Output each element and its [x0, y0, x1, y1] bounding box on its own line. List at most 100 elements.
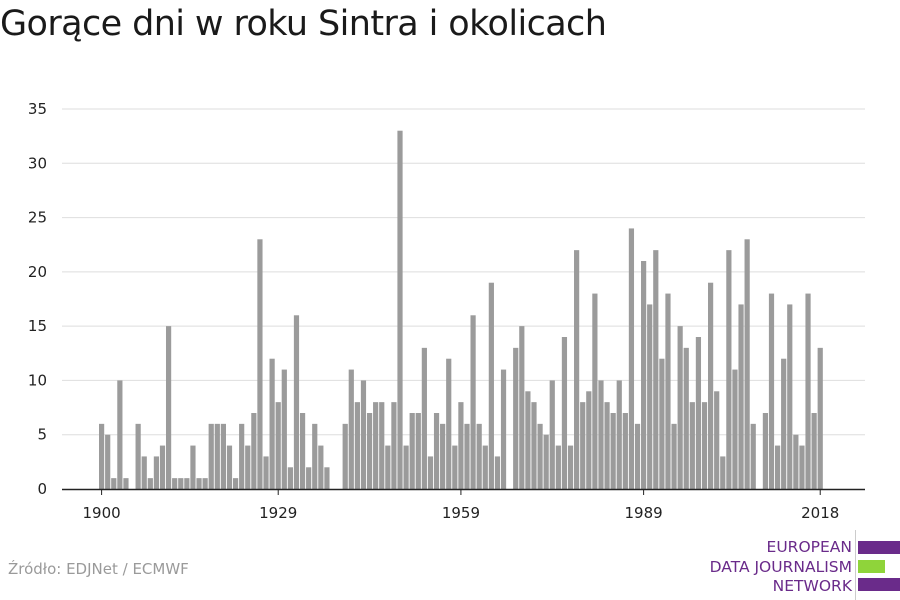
logo-divider [855, 530, 856, 600]
bar-1933 [299, 413, 306, 489]
bar-1962 [476, 423, 482, 489]
y-axis-tick-labels: 0 5 10 15 20 25 30 35 [28, 100, 47, 498]
bar-1978 [574, 250, 580, 489]
x-tick-label-1959: 1959 [442, 504, 480, 522]
chart-title: Gorące dni w roku Sintra i okolicach [0, 4, 607, 44]
bar-1984 [610, 413, 616, 489]
bar-1968 [513, 347, 519, 489]
bar-1927 [263, 456, 269, 489]
bar-1950 [403, 445, 409, 489]
bar-1902 [111, 478, 117, 489]
bar-1972 [537, 423, 543, 489]
bar-1935 [312, 423, 318, 489]
bar-1977 [567, 445, 574, 489]
bar-1996 [683, 347, 689, 489]
bar-1974 [549, 380, 555, 489]
y-tick-label-5: 5 [37, 426, 47, 444]
bar-1922 [232, 478, 239, 489]
bar-1985 [616, 380, 622, 489]
bar-2011 [774, 445, 781, 489]
bar-1946 [379, 402, 385, 489]
bar-1943 [360, 380, 367, 489]
source-note: Źródło: EDJNet / ECMWF [8, 560, 189, 578]
bar-1931 [287, 467, 293, 489]
bar-1900 [99, 423, 105, 489]
bar-2018 [817, 347, 823, 489]
bar-1929 [275, 402, 281, 489]
bar-1945 [373, 402, 379, 489]
x-tick-label-1900: 1900 [83, 504, 121, 522]
bar-2017 [811, 413, 817, 489]
bar-1926 [257, 239, 263, 489]
bar-1953 [421, 347, 427, 489]
bar-1980 [586, 391, 592, 489]
bar-1906 [135, 423, 141, 489]
bar-series [99, 130, 823, 489]
bar-2009 [762, 413, 769, 489]
bar-2004 [732, 369, 738, 489]
bar-1949 [397, 130, 403, 489]
bar-1921 [226, 445, 233, 489]
bar-1908 [147, 478, 153, 489]
bar-1958 [452, 445, 458, 489]
bar-1914 [184, 478, 190, 489]
bar-1915 [190, 445, 196, 489]
bar-1952 [415, 413, 421, 489]
bar-1907 [141, 456, 147, 489]
bar-1990 [647, 304, 653, 489]
x-tick-label-1989: 1989 [625, 504, 663, 522]
bar-1976 [561, 337, 568, 489]
bar-1956 [440, 423, 446, 489]
bar-2002 [720, 456, 726, 489]
bar-1964 [488, 282, 494, 489]
bar-2013 [787, 304, 793, 489]
logo-bar-purple-bottom [858, 578, 900, 591]
x-axis [62, 488, 865, 495]
bar-1971 [531, 402, 537, 489]
bar-1904 [123, 478, 129, 489]
logo-bar-purple-top [858, 541, 900, 554]
bar-2014 [793, 434, 799, 489]
gridlines [62, 108, 865, 436]
bar-1994 [671, 423, 677, 489]
bar-1954 [427, 456, 434, 489]
bar-1917 [202, 478, 208, 489]
bar-2005 [738, 304, 744, 489]
bar-1937 [324, 467, 330, 489]
bar-1923 [239, 423, 245, 489]
bar-1925 [251, 413, 257, 489]
bar-1932 [293, 315, 300, 489]
y-tick-label-20: 20 [28, 263, 47, 281]
y-tick-label-35: 35 [28, 100, 47, 118]
x-tick-label-2018: 2018 [801, 504, 839, 522]
bar-2016 [805, 293, 811, 489]
bar-1970 [525, 391, 531, 489]
bar-1940 [342, 423, 348, 489]
bar-1989 [641, 261, 647, 489]
bar-2010 [768, 293, 775, 489]
x-axis-tick-labels: 1900 1929 1959 1989 2018 [83, 504, 840, 522]
bar-1979 [580, 402, 586, 489]
bar-1965 [494, 456, 501, 489]
bar-1924 [245, 445, 251, 489]
bar-1969 [519, 326, 525, 489]
y-tick-label-0: 0 [37, 480, 47, 498]
y-tick-label-30: 30 [28, 154, 47, 172]
bar-1993 [665, 293, 671, 489]
bar-1973 [543, 434, 549, 489]
y-tick-label-25: 25 [28, 209, 47, 227]
bar-1975 [555, 445, 561, 489]
bar-1998 [695, 337, 702, 489]
bar-1947 [385, 445, 391, 489]
bar-2006 [744, 239, 750, 489]
bar-1944 [366, 413, 373, 489]
bar-1930 [281, 369, 287, 489]
y-tick-label-10: 10 [28, 371, 47, 389]
bar-1936 [318, 445, 324, 489]
bar-1920 [220, 423, 226, 489]
bar-1986 [622, 413, 628, 489]
bar-1928 [269, 358, 275, 489]
bar-1903 [117, 380, 123, 489]
bar-2003 [726, 250, 732, 489]
